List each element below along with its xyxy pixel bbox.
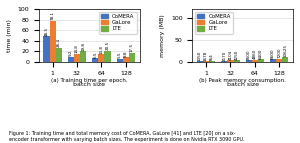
Text: 764: 764 — [210, 53, 214, 61]
Bar — [282, 57, 289, 62]
Bar — [233, 60, 240, 62]
Bar — [123, 57, 129, 62]
Text: 78.1: 78.1 — [51, 11, 55, 20]
Bar — [74, 54, 80, 62]
Text: 19.8: 19.8 — [81, 42, 85, 51]
Bar — [252, 60, 258, 62]
Bar — [50, 20, 56, 62]
Text: 13.8: 13.8 — [99, 45, 104, 54]
Text: 6600: 6600 — [271, 48, 275, 59]
Text: 17.5: 17.5 — [130, 43, 134, 52]
Bar — [258, 59, 264, 62]
Y-axis label: memory (MB): memory (MB) — [160, 14, 165, 57]
Bar — [92, 58, 98, 62]
Bar — [246, 60, 252, 62]
Text: 4104: 4104 — [229, 50, 232, 60]
Y-axis label: time (min): time (min) — [7, 19, 12, 52]
Bar — [129, 52, 135, 62]
Text: 2170: 2170 — [222, 50, 227, 61]
Legend: CoMERA, GaLore, LTE: CoMERA, GaLore, LTE — [99, 12, 137, 34]
Bar — [44, 36, 50, 62]
Bar — [227, 60, 233, 62]
Bar — [221, 61, 227, 62]
Text: 3500: 3500 — [247, 50, 251, 60]
Legend: CoMERA, GaLore, LTE: CoMERA, GaLore, LTE — [195, 12, 233, 34]
Text: 1678: 1678 — [204, 50, 208, 61]
Text: Figure 1: Training time and total memory cost of CoMERA, GaLore [41] and LTE [20: Figure 1: Training time and total memory… — [9, 131, 244, 142]
Text: 4860: 4860 — [253, 49, 257, 59]
Text: 10625: 10625 — [284, 44, 287, 57]
Text: 26.4: 26.4 — [57, 38, 61, 47]
X-axis label: batch size: batch size — [73, 82, 105, 87]
Bar — [209, 61, 215, 62]
X-axis label: batch size: batch size — [227, 82, 259, 87]
Text: 5.5: 5.5 — [118, 52, 122, 58]
Bar — [117, 59, 123, 62]
Bar — [270, 59, 276, 62]
Bar — [203, 61, 209, 62]
Text: 14.8: 14.8 — [75, 44, 79, 53]
Text: 6.5: 6.5 — [93, 51, 97, 58]
Bar — [56, 48, 62, 62]
Bar — [104, 51, 111, 62]
Text: 20.5: 20.5 — [106, 41, 110, 50]
Text: 1050: 1050 — [198, 51, 202, 61]
Text: 7200: 7200 — [277, 48, 281, 58]
Text: 6400: 6400 — [259, 48, 263, 59]
Text: 4250: 4250 — [235, 49, 239, 60]
Title: (b) Peak memory consumption.: (b) Peak memory consumption. — [199, 78, 286, 83]
Text: 9.2: 9.2 — [69, 50, 73, 56]
Bar — [80, 51, 86, 62]
Title: (a) Training time per epoch.: (a) Training time per epoch. — [51, 78, 128, 83]
Bar — [197, 61, 203, 62]
Text: 8.8: 8.8 — [124, 50, 128, 57]
Bar — [68, 57, 74, 62]
Bar — [98, 54, 104, 62]
Text: 48.5: 48.5 — [44, 27, 49, 36]
Bar — [276, 59, 282, 62]
